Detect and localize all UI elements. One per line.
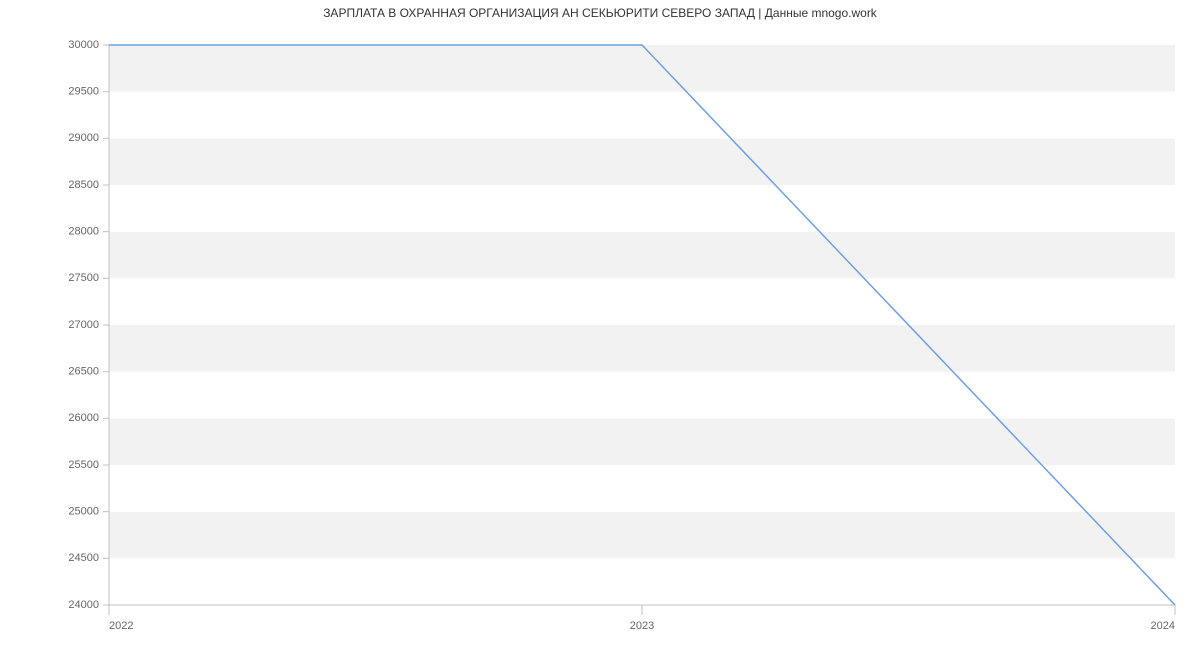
y-tick-label: 27500 (68, 272, 99, 284)
y-tick-label: 24000 (68, 599, 99, 611)
salary-line-chart: ЗАРПЛАТА В ОХРАННАЯ ОРГАНИЗАЦИЯ АН СЕКЬЮ… (0, 0, 1200, 650)
y-tick-label: 26000 (68, 412, 99, 424)
y-tick-label: 28500 (68, 179, 99, 191)
y-tick-label: 29500 (68, 86, 99, 98)
y-tick-label: 25500 (68, 459, 99, 471)
chart-title: ЗАРПЛАТА В ОХРАННАЯ ОРГАНИЗАЦИЯ АН СЕКЬЮ… (0, 6, 1200, 20)
plot-band (109, 418, 1175, 465)
plot-band (109, 512, 1175, 559)
plot-band (109, 558, 1175, 605)
x-tick-label: 2022 (109, 620, 133, 632)
plot-band (109, 465, 1175, 512)
x-tick-label: 2023 (630, 620, 654, 632)
plot-band (109, 92, 1175, 139)
plot-band (109, 185, 1175, 232)
y-tick-label: 26500 (68, 366, 99, 378)
plot-band (109, 325, 1175, 372)
y-tick-label: 29000 (68, 132, 99, 144)
plot-band (109, 372, 1175, 419)
plot-band (109, 278, 1175, 325)
x-tick-label: 2024 (1151, 620, 1175, 632)
y-tick-label: 28000 (68, 226, 99, 238)
y-tick-label: 24500 (68, 552, 99, 564)
plot-band (109, 45, 1175, 92)
plot-band (109, 138, 1175, 185)
chart-svg: 24000 24500 25000 25500 26000 26500 27000 27500… (0, 0, 1200, 650)
y-tick-label: 27000 (68, 319, 99, 331)
y-tick-label: 30000 (68, 39, 99, 51)
plot-band (109, 232, 1175, 279)
y-tick-label: 25000 (68, 506, 99, 518)
